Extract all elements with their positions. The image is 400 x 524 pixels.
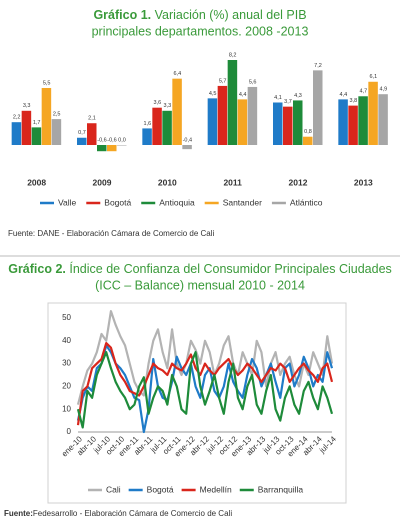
chart-2-frame: [47, 302, 347, 504]
y-tick-label: 0: [67, 427, 72, 436]
bar: [303, 136, 313, 145]
bar: [77, 137, 87, 145]
value-label: 2,1: [88, 116, 96, 122]
value-label: 4,5: [209, 91, 217, 97]
bar: [237, 99, 248, 145]
bar: [247, 86, 258, 145]
bar: [31, 127, 42, 145]
bar: [21, 110, 32, 145]
y-tick-label: 10: [62, 404, 71, 413]
bar: [338, 99, 348, 145]
value-label: 4,1: [274, 95, 282, 101]
value-label: 4,3: [294, 93, 302, 99]
line-series: [76, 344, 334, 434]
title-line: Índice de Confianza del Consumidor Princ…: [69, 261, 391, 276]
x-tick-label: 2013: [354, 177, 373, 187]
bar: [182, 145, 192, 150]
bar: [368, 81, 378, 145]
legend-label: Atlántico: [290, 197, 323, 207]
bar: [107, 145, 117, 152]
legend-label: Bogotá: [104, 197, 131, 207]
x-tick-label: 2011: [223, 177, 242, 187]
value-label: 2,5: [53, 112, 61, 118]
source-text: Fedesarrollo - Elaboración Cámara de Com…: [33, 509, 232, 518]
value-label: 3,8: [350, 98, 358, 104]
bar: [117, 145, 127, 146]
bar: [51, 119, 62, 145]
value-label: 4,4: [340, 92, 348, 98]
y-tick-label: 30: [62, 359, 71, 368]
value-label: 3,3: [23, 103, 31, 109]
value-label: 2,2: [13, 115, 21, 121]
chart-2-source: Fuente:Fedesarrollo - Elaboración Cámara…: [4, 509, 232, 518]
legend-label: Antioquia: [159, 197, 195, 207]
bar: [87, 123, 97, 145]
bar: [378, 94, 388, 145]
chart-1-source: Fuente: DANE - Elaboración Cámara de Com…: [8, 229, 215, 238]
chart-1-title-line: principales departamentos. 2008 -2013: [92, 24, 309, 38]
bar: [207, 98, 218, 145]
value-label: -0,6: [107, 137, 116, 143]
bar: [97, 145, 107, 152]
source-label: Fuente:: [4, 509, 33, 518]
bar: [162, 110, 172, 145]
legend-label: Santander: [223, 197, 262, 207]
value-label: 3,7: [284, 99, 292, 105]
value-label: 6,4: [174, 71, 182, 77]
title-label: Gráfico 2.: [8, 262, 66, 276]
value-label: 4,4: [239, 92, 247, 98]
bar: [227, 60, 238, 145]
value-label: 1,6: [144, 121, 152, 127]
bar: [11, 122, 22, 145]
value-label: 5,7: [219, 78, 227, 84]
y-tick-label: 20: [62, 382, 71, 391]
line-series: [76, 310, 334, 405]
legend-label: Barranquilla: [258, 484, 304, 494]
value-label: 4,9: [380, 87, 388, 93]
legend-label: Cali: [106, 484, 121, 494]
x-tick-label: 2012: [289, 177, 308, 187]
bar: [283, 106, 293, 145]
value-label: -0,4: [183, 137, 192, 143]
line-series: [76, 351, 334, 429]
chart-1-title: Gráfico 1. Variación (%) anual del PIB: [93, 8, 306, 22]
value-label: 5,5: [43, 80, 51, 86]
bar: [273, 102, 283, 145]
value-label: -0,6: [97, 137, 106, 143]
legend-label: Valle: [58, 197, 77, 207]
bar: [41, 87, 52, 145]
y-tick-label: 50: [62, 313, 71, 322]
legend-label: Bogotá: [147, 484, 174, 494]
bar: [152, 107, 162, 145]
value-label: 6,1: [370, 74, 378, 80]
line-series: [76, 341, 334, 426]
bar: [313, 70, 323, 145]
value-label: 3,6: [154, 100, 162, 106]
value-label: 3,3: [164, 103, 172, 109]
bar: [217, 85, 228, 145]
value-label: 5,6: [249, 79, 257, 85]
value-label: 0,0: [118, 137, 126, 143]
value-label: 8,2: [229, 52, 237, 58]
bar: [172, 78, 182, 145]
bar: [293, 100, 303, 145]
value-label: 4,7: [360, 89, 368, 95]
legend-label: Medellín: [200, 484, 232, 494]
bar: [142, 128, 152, 145]
value-label: 7,2: [314, 63, 322, 69]
value-label: 0,8: [304, 129, 312, 135]
x-tick-label: 2008: [27, 177, 46, 187]
y-tick-label: 40: [62, 336, 71, 345]
value-label: 1,7: [33, 120, 41, 126]
x-tick-label: 2009: [93, 177, 112, 187]
chart-2-title-line: (ICC – Balance) mensual 2010 - 2014: [95, 278, 305, 292]
title-line: Variación (%) anual del PIB: [155, 8, 307, 22]
bar: [358, 96, 368, 145]
chart-2-title: Gráfico 2. Índice de Confianza del Consu…: [8, 261, 392, 276]
bar: [348, 105, 358, 145]
value-label: 0,7: [78, 130, 86, 136]
x-tick-label: 2010: [158, 177, 177, 187]
title-label: Gráfico 1.: [93, 8, 151, 22]
